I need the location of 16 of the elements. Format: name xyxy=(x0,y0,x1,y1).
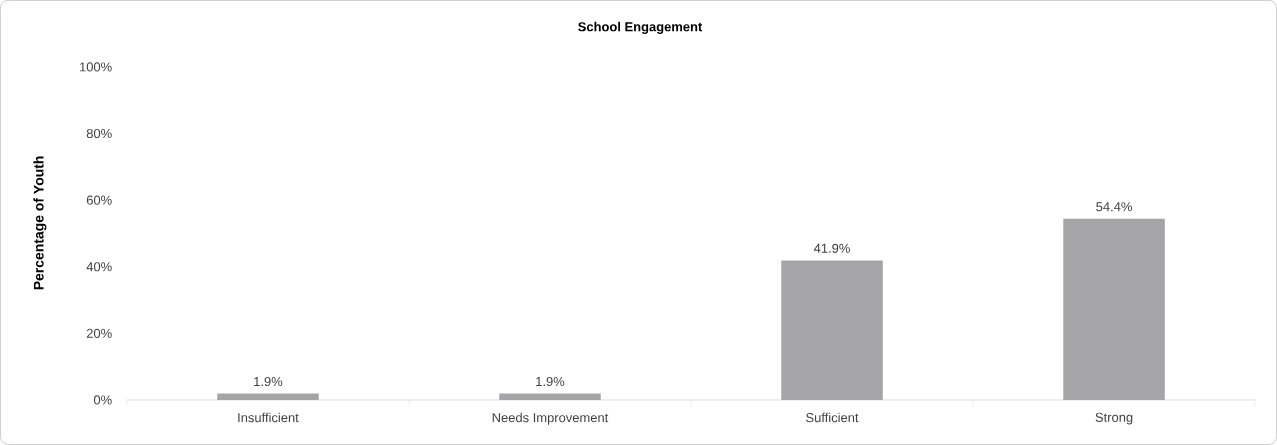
chart-title: School Engagement xyxy=(578,21,703,35)
x-tick-label: Needs Improvement xyxy=(492,412,609,425)
x-tick-label: Insufficient xyxy=(238,412,299,423)
y-tick-label: 40% xyxy=(86,262,112,272)
y-tick-label: 20% xyxy=(86,328,112,338)
y-tick-label: 100% xyxy=(80,62,112,72)
data-label: 41.9% xyxy=(813,243,850,253)
x-tick-label: Sufficient xyxy=(806,412,859,423)
data-label: 54.4% xyxy=(1096,202,1132,212)
x-tick-label: Strong xyxy=(1095,412,1133,425)
y-axis-title: Percentage of Youth xyxy=(33,156,47,290)
data-label: 1.9% xyxy=(254,376,283,387)
data-label: 1.9% xyxy=(536,376,565,387)
y-tick-label: 0% xyxy=(93,395,112,405)
y-tick-label: 60% xyxy=(86,195,112,205)
y-tick-label: 80% xyxy=(86,128,112,139)
